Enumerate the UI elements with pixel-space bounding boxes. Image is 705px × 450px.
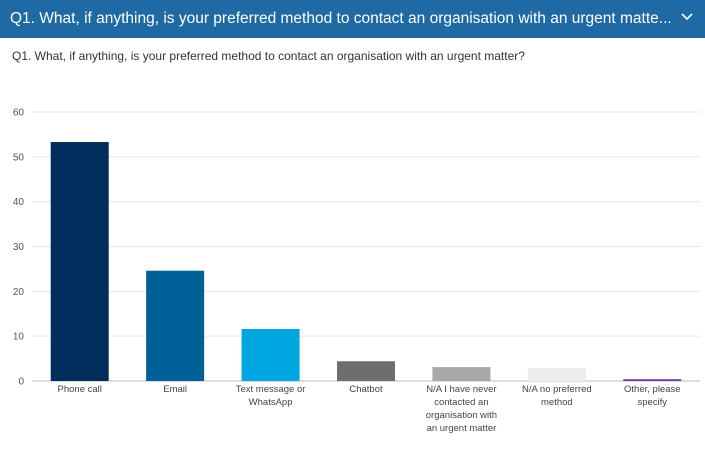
x-tick-label: N/A I have never contacted an organisation… <box>426 384 497 434</box>
bar[interactable] <box>337 361 395 381</box>
bar[interactable] <box>623 379 682 381</box>
y-tick-label: 60 <box>13 108 25 119</box>
bars <box>50 142 682 381</box>
y-tick-label: 30 <box>13 242 25 253</box>
y-tick-label: 0 <box>18 377 24 388</box>
chart-title: Q1. What, if anything, is your preferred… <box>12 49 525 63</box>
question-header[interactable]: Q1. What, if anything, is your preferred… <box>0 0 705 38</box>
bar[interactable] <box>527 367 586 381</box>
gridlines <box>32 111 700 382</box>
chevron-down-icon[interactable] <box>681 12 693 22</box>
bar[interactable] <box>50 142 109 381</box>
x-tick-label: Other, please specify <box>624 384 681 408</box>
header-title: Q1. What, if anything, is your preferred… <box>10 10 672 27</box>
x-tick-label: Text message or WhatsApp <box>236 384 306 408</box>
bar[interactable] <box>146 270 205 381</box>
y-axis-ticks: 0 10 20 30 40 50 60 <box>13 108 25 388</box>
x-axis-labels: Phone call Email Text message or WhatsApp Ch… <box>58 384 681 434</box>
y-tick-label: 50 <box>13 152 25 163</box>
y-tick-label: 40 <box>13 197 25 208</box>
y-tick-label: 20 <box>13 287 25 298</box>
x-tick-label: Phone call <box>58 384 102 395</box>
x-tick-label: Email <box>163 384 187 395</box>
x-tick-label: Chatbot <box>349 384 383 395</box>
x-tick-label: N/A no preferred method <box>522 384 592 408</box>
bar[interactable] <box>432 367 491 381</box>
y-tick-label: 10 <box>13 332 25 343</box>
bar[interactable] <box>241 328 300 381</box>
